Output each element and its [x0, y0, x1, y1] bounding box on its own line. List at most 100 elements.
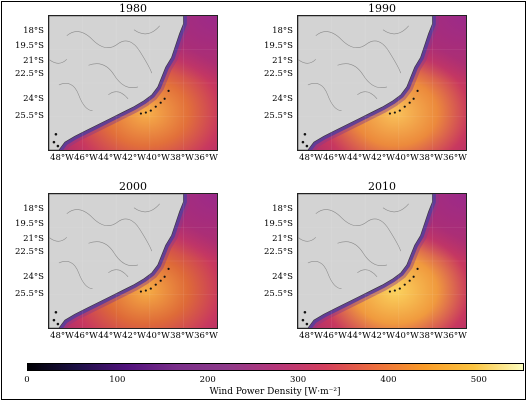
island-marker	[52, 318, 56, 322]
panel-title: 2000	[119, 180, 147, 193]
latitude-tick-label: 18°S	[272, 204, 293, 214]
state-border	[58, 83, 93, 111]
state-border	[133, 203, 160, 213]
state-border	[108, 269, 129, 277]
latitude-tick-label: 24°S	[272, 272, 293, 282]
coastal-station-marker	[167, 89, 170, 92]
longitude-tick-label: 48°W	[50, 153, 74, 163]
state-border	[357, 269, 378, 277]
coastal-station-marker	[163, 97, 166, 100]
latitude-tick-label: 22.5°S	[15, 69, 44, 79]
longitude-tick-label: 48°W	[50, 331, 74, 341]
state-border	[382, 25, 409, 35]
state-border	[337, 241, 388, 266]
coastal-station-marker	[388, 290, 391, 293]
latitude-tick-label: 25.5°S	[264, 111, 293, 121]
island-marker	[301, 140, 305, 144]
longitude-tick-label: 40°W	[146, 153, 170, 163]
longitude-tick-label: 40°W	[146, 331, 170, 341]
land-area	[49, 16, 184, 150]
longitude-tick-label: 40°W	[395, 153, 419, 163]
state-border	[66, 209, 153, 252]
state-border	[382, 203, 409, 213]
longitude-tick-label: 44°W	[347, 331, 371, 341]
longitude-tick-label: 38°W	[419, 331, 443, 341]
latitude-tick-label: 19.5°S	[15, 219, 44, 229]
coastal-station-marker	[398, 109, 401, 112]
longitude-tick-label: 40°W	[395, 331, 419, 341]
island-marker	[303, 132, 307, 136]
island-marker	[56, 144, 60, 148]
coastal-station-marker	[167, 267, 170, 270]
coastal-station-marker	[412, 97, 415, 100]
latitude-tick-label: 19.5°S	[15, 41, 44, 51]
longitude-tick-label: 46°W	[74, 153, 98, 163]
longitude-tick-label: 44°W	[98, 331, 122, 341]
coastal-station-marker	[403, 105, 406, 108]
panel-title: 1990	[368, 2, 396, 15]
state-border	[298, 237, 316, 242]
latitude-tick-label: 21°S	[23, 234, 44, 244]
coastal-station-marker	[408, 101, 411, 104]
state-border	[133, 25, 160, 35]
longitude-tick-label: 42°W	[371, 331, 395, 341]
coastal-station-marker	[144, 289, 147, 292]
longitude-tick-label: 36°W	[443, 331, 467, 341]
coastal-station-marker	[159, 279, 162, 282]
state-border	[307, 83, 342, 111]
map-area	[297, 193, 467, 329]
longitude-tick-label: 42°W	[122, 331, 146, 341]
coastal-station-marker	[403, 283, 406, 286]
colorbar-tick-label: 200	[199, 375, 216, 385]
state-border	[88, 63, 139, 88]
coastal-station-marker	[393, 111, 396, 114]
longitude-tick-label: 38°W	[170, 153, 194, 163]
map-area	[297, 15, 467, 151]
coastal-station-marker	[159, 101, 162, 104]
state-border	[58, 261, 93, 289]
longitude-tick-label: 38°W	[170, 331, 194, 341]
longitude-tick-label: 46°W	[74, 331, 98, 341]
state-border	[108, 91, 129, 99]
longitude-tick-label: 38°W	[419, 153, 443, 163]
colorbar-tick-label: 0	[24, 375, 30, 385]
latitude-tick-label: 22.5°S	[264, 69, 293, 79]
land-area	[49, 194, 184, 328]
coastal-station-marker	[416, 89, 419, 92]
latitude-tick-label: 24°S	[272, 94, 293, 104]
colorbar-title: Wind Power Density [W·m⁻²]	[209, 387, 341, 397]
state-border	[315, 31, 402, 74]
latitude-tick-label: 25.5°S	[264, 289, 293, 299]
longitude-tick-label: 36°W	[443, 153, 467, 163]
longitude-tick-label: 44°W	[347, 153, 371, 163]
colorbar-tick-label: 300	[289, 375, 307, 385]
island-marker	[303, 310, 307, 314]
state-border	[357, 91, 378, 99]
latitude-tick-label: 24°S	[23, 94, 44, 104]
coastal-station-marker	[154, 105, 157, 108]
island-marker	[54, 132, 58, 136]
state-border	[49, 237, 67, 242]
longitude-tick-label: 36°W	[194, 331, 218, 341]
coastal-station-marker	[154, 283, 157, 286]
island-marker	[54, 310, 58, 314]
map-area	[48, 193, 218, 329]
island-marker	[52, 140, 56, 144]
land-area	[298, 16, 433, 150]
latitude-tick-label: 18°S	[23, 204, 44, 214]
island-marker	[305, 322, 309, 326]
coastal-station-marker	[412, 275, 415, 278]
coastal-station-marker	[393, 289, 396, 292]
coastal-station-marker	[388, 112, 391, 115]
longitude-tick-label: 46°W	[323, 331, 347, 341]
map-area	[48, 15, 218, 151]
longitude-tick-label: 42°W	[371, 153, 395, 163]
longitude-tick-label: 46°W	[323, 153, 347, 163]
latitude-tick-label: 25.5°S	[15, 111, 44, 121]
longitude-tick-label: 44°W	[98, 153, 122, 163]
longitude-tick-label: 48°W	[299, 331, 323, 341]
longitude-tick-label: 48°W	[299, 153, 323, 163]
colorbar	[27, 363, 524, 371]
longitude-tick-label: 36°W	[194, 153, 218, 163]
coastal-station-marker	[139, 112, 142, 115]
